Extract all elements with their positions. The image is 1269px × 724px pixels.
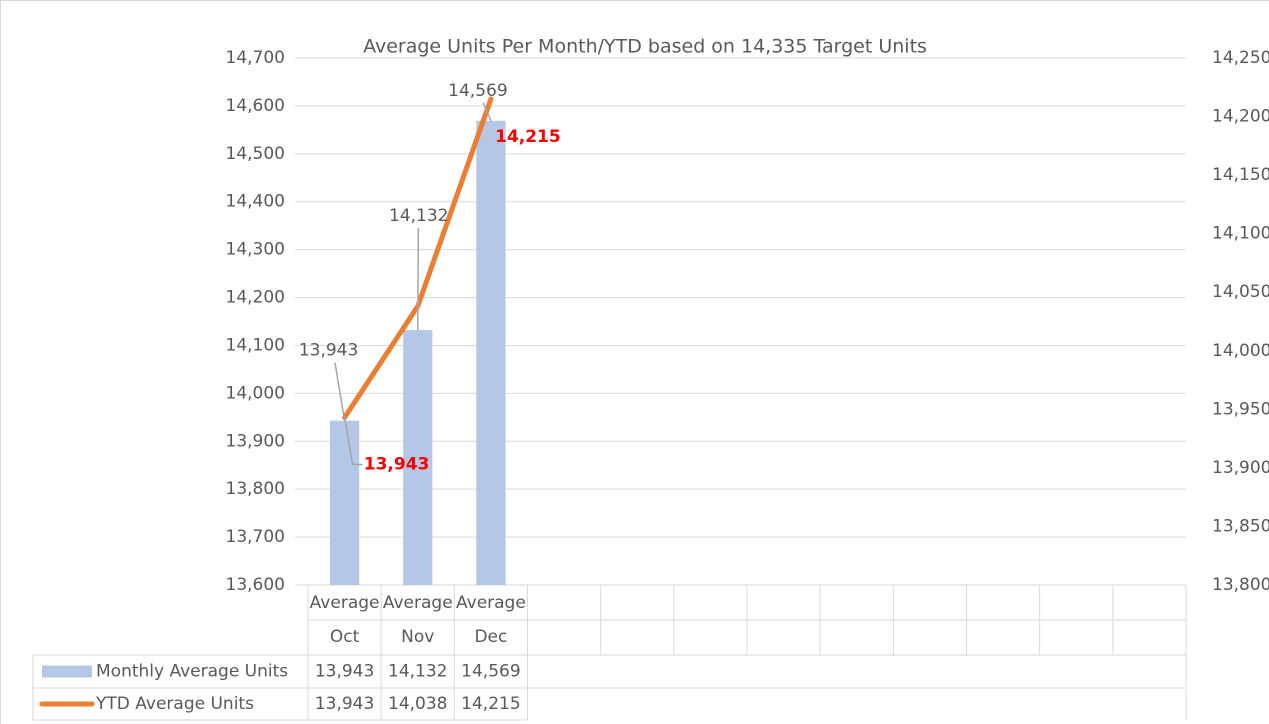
y-tick-label: 14,300 <box>226 240 285 260</box>
y-tick-label: 13,600 <box>226 575 285 595</box>
category-group-label: Average <box>310 593 380 613</box>
y2-tick-label: 14,150 <box>1212 165 1269 185</box>
y2-tick-label: 14,100 <box>1212 224 1269 244</box>
table-cell: 13,943 <box>315 694 374 714</box>
leader-line <box>417 228 420 331</box>
bar <box>329 420 360 585</box>
y2-tick-label: 14,250 <box>1212 48 1269 68</box>
y2-tick-label: 14,050 <box>1212 282 1269 302</box>
y-tick-label: 14,500 <box>226 144 285 164</box>
y-tick-label: 13,700 <box>226 527 285 547</box>
y-tick-label: 14,400 <box>226 192 285 212</box>
leader-line <box>334 362 346 421</box>
x-tick-label: Oct <box>330 627 360 647</box>
table-cell: 14,038 <box>388 694 447 714</box>
category-group-label: Average <box>456 593 526 613</box>
table-cell: 13,943 <box>315 662 374 682</box>
chart-title: Average Units Per Month/YTD based on 14,… <box>363 36 927 58</box>
bar-data-label: 14,569 <box>448 81 507 101</box>
y2-tick-label: 13,900 <box>1212 458 1269 478</box>
y-tick-label: 13,900 <box>226 431 285 451</box>
bar <box>403 330 433 585</box>
x-tick-label: Dec <box>474 627 507 647</box>
legend-swatch <box>42 665 92 678</box>
legend-label: YTD Average Units <box>95 694 254 714</box>
y2-tick-label: 13,800 <box>1212 575 1269 595</box>
leader-line <box>343 417 363 466</box>
y-tick-label: 13,800 <box>226 479 285 499</box>
category-group-label: Average <box>383 593 453 613</box>
table-cell: 14,215 <box>461 694 520 714</box>
y2-tick-label: 14,200 <box>1212 107 1269 127</box>
y-tick-label: 14,100 <box>226 335 285 355</box>
y2-tick-label: 13,850 <box>1212 516 1269 536</box>
table-cell: 14,132 <box>388 662 447 682</box>
line-data-label: 14,215 <box>495 127 561 147</box>
table-cell: 14,569 <box>461 662 520 682</box>
bar <box>476 120 506 585</box>
y-tick-label: 14,000 <box>226 383 285 403</box>
y-tick-label: 14,700 <box>226 48 285 68</box>
y-tick-label: 14,600 <box>226 96 285 116</box>
leader-line <box>482 102 492 122</box>
y-tick-label: 14,200 <box>226 288 285 308</box>
x-tick-label: Nov <box>401 627 434 647</box>
bar-data-label: 13,943 <box>299 341 358 361</box>
bar-data-label: 14,132 <box>389 206 448 226</box>
legend-label: Monthly Average Units <box>96 662 288 682</box>
line-data-label: 13,943 <box>364 455 430 475</box>
y2-tick-label: 14,000 <box>1212 341 1269 361</box>
y2-tick-label: 13,950 <box>1212 399 1269 419</box>
